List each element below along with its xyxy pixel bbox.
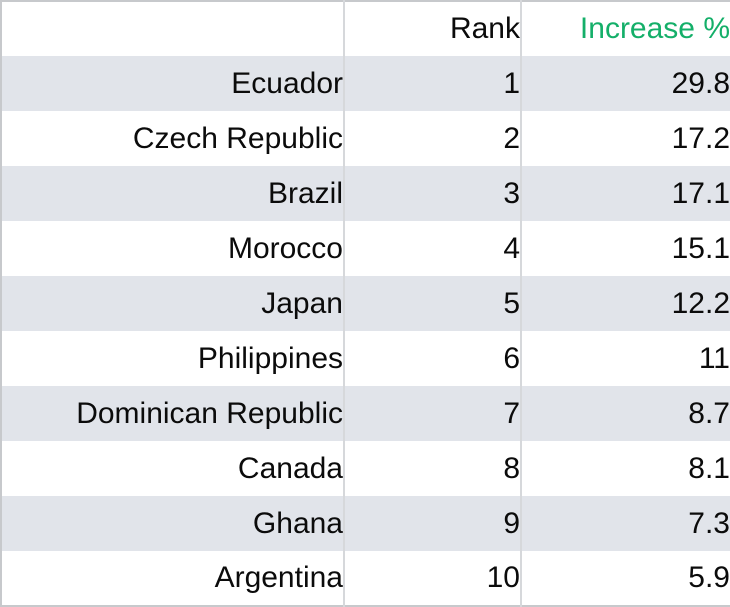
increase-header-cell: Increase %	[520, 1, 730, 56]
country-cell: Morocco	[1, 221, 344, 276]
increase-cell: 8.1	[520, 441, 730, 496]
rank-cell: 10	[343, 551, 521, 606]
table-row: Argentina 10 5.9	[1, 551, 730, 606]
increase-cell: 7.3	[520, 496, 730, 551]
rank-cell: 3	[343, 166, 521, 221]
table-row: Dominican Republic 7 8.7	[1, 386, 730, 441]
country-cell: Philippines	[1, 331, 344, 386]
rank-cell: 6	[343, 331, 521, 386]
country-header-cell	[1, 1, 344, 56]
rank-cell: 2	[343, 111, 521, 166]
rank-cell: 7	[343, 386, 521, 441]
increase-cell: 8.7	[520, 386, 730, 441]
country-cell: Ghana	[1, 496, 344, 551]
increase-cell: 15.1	[520, 221, 730, 276]
table-row: Philippines 6 11	[1, 331, 730, 386]
increase-cell: 17.2	[520, 111, 730, 166]
increase-cell: 11	[520, 331, 730, 386]
increase-cell: 17.1	[520, 166, 730, 221]
country-cell: Czech Republic	[1, 111, 344, 166]
table-header: Rank Increase %	[1, 1, 730, 56]
country-cell: Japan	[1, 276, 344, 331]
table-row: Morocco 4 15.1	[1, 221, 730, 276]
rank-cell: 1	[343, 56, 521, 111]
country-cell: Dominican Republic	[1, 386, 344, 441]
table-row: Canada 8 8.1	[1, 441, 730, 496]
country-cell: Ecuador	[1, 56, 344, 111]
country-cell: Brazil	[1, 166, 344, 221]
rank-cell: 9	[343, 496, 521, 551]
rank-cell: 5	[343, 276, 521, 331]
country-cell: Canada	[1, 441, 344, 496]
header-row: Rank Increase %	[1, 1, 730, 56]
rank-header-cell: Rank	[343, 1, 521, 56]
table-row: Japan 5 12.2	[1, 276, 730, 331]
table-row: Brazil 3 17.1	[1, 166, 730, 221]
increase-cell: 5.9	[520, 551, 730, 606]
table-body: Ecuador 1 29.8 Czech Republic 2 17.2 Bra…	[1, 56, 730, 606]
table-row: Ecuador 1 29.8	[1, 56, 730, 111]
table-row: Czech Republic 2 17.2	[1, 111, 730, 166]
rank-cell: 4	[343, 221, 521, 276]
increase-cell: 12.2	[520, 276, 730, 331]
rank-cell: 8	[343, 441, 521, 496]
increase-cell: 29.8	[520, 56, 730, 111]
country-cell: Argentina	[1, 551, 344, 606]
table-row: Ghana 9 7.3	[1, 496, 730, 551]
